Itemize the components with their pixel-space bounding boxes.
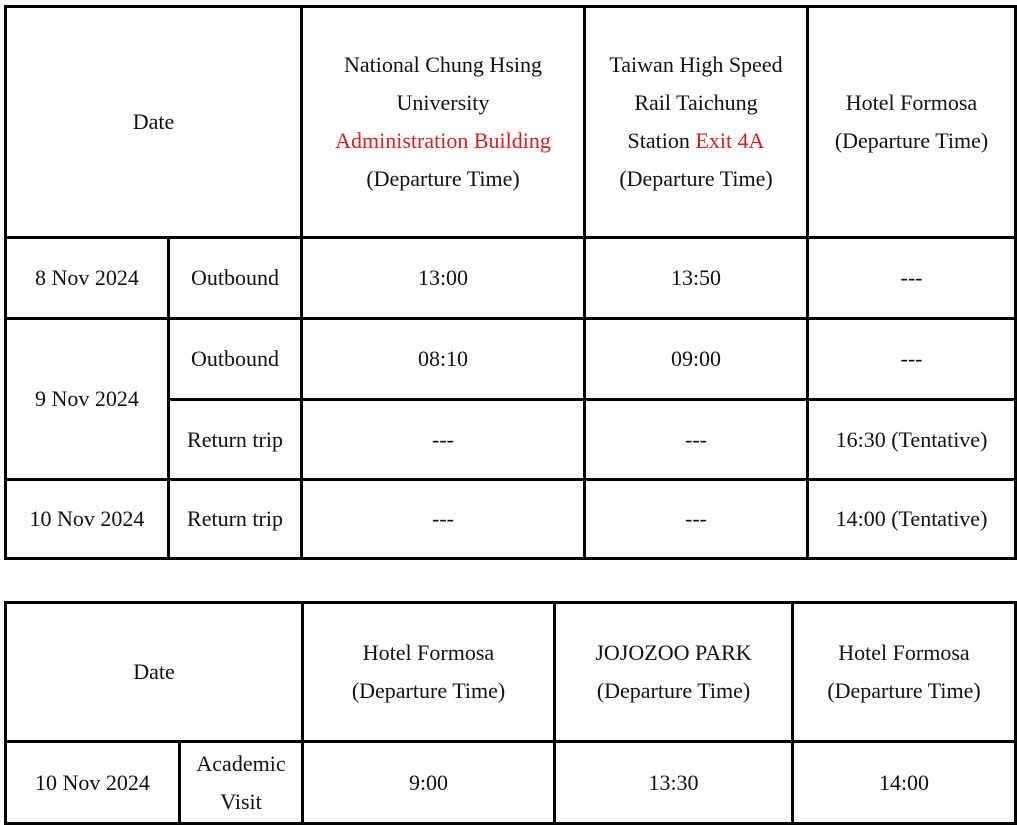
header-text: Hotel Formosa — [845, 90, 978, 115]
date-cell: 10 Nov 2024 — [4, 478, 170, 560]
shuttle-schedule-table: Date National Chung Hsing University Adm… — [4, 5, 1017, 560]
header-jojozoo: JOJOZOO PARK (Departure Time) — [553, 601, 794, 743]
header-text: (Departure Time) — [834, 128, 989, 153]
header-highlight: Administration Building — [335, 128, 551, 153]
time-cell: --- — [300, 398, 586, 481]
header-hotel: Hotel Formosa (Departure Time) — [806, 5, 1017, 239]
header-text: (Departure Time) — [351, 678, 506, 703]
table-row: 8 Nov 2024 Outbound 13:00 13:50 --- — [4, 236, 1017, 320]
header-text: Hotel Formosa — [838, 640, 970, 665]
table-row: 10 Nov 2024 Academic Visit 9:00 13:30 14… — [4, 740, 1017, 825]
time-cell: --- — [583, 398, 809, 481]
table-row: 9 Nov 2024 Outbound 08:10 09:00 --- — [4, 317, 1017, 481]
academic-visit-table: Date Hotel Formosa (Departure Time) JOJO… — [4, 601, 1017, 825]
time-cell: --- — [583, 478, 809, 560]
header-text: Station Exit 4A — [590, 122, 802, 160]
header-text: Rail Taichung — [634, 90, 758, 115]
date-cell: 10 Nov 2024 — [4, 740, 181, 825]
trip-cell: Return trip — [167, 478, 303, 560]
date-header: Date — [4, 5, 303, 239]
time-cell: 16:30 (Tentative) — [806, 398, 1017, 481]
time-cell: --- — [806, 317, 1017, 401]
header-text: (Departure Time) — [827, 678, 981, 703]
header-text: (Departure Time) — [619, 166, 773, 191]
time-cell: 14:00 — [791, 740, 1017, 825]
time-cell: --- — [300, 478, 586, 560]
header-hsr: Taiwan High Speed Rail Taichung Station … — [583, 5, 809, 239]
header-text: Hotel Formosa — [362, 640, 495, 665]
header-nchu: National Chung Hsing University Administ… — [300, 5, 586, 239]
date-cell: 9 Nov 2024 — [4, 317, 170, 481]
table-row: 10 Nov 2024 Return trip --- --- 14:00 (T… — [4, 478, 1017, 560]
header-text: JOJOZOO PARK — [595, 640, 752, 665]
trip-text: Academic — [196, 750, 286, 776]
time-cell: 9:00 — [301, 740, 556, 825]
table-row: Return trip --- --- 16:30 (Tentative) — [6, 398, 1017, 481]
header-text: University — [396, 90, 490, 115]
time-cell: 08:10 — [300, 317, 586, 401]
date-header: Date — [4, 601, 304, 743]
trip-cell: Return trip — [167, 398, 303, 481]
header-highlight: Exit 4A — [695, 128, 765, 153]
header-text: Station — [627, 128, 696, 153]
trip-cell: Outbound — [167, 236, 303, 320]
trip-cell: Academic Visit — [178, 740, 304, 825]
header-row: Date National Chung Hsing University Adm… — [4, 5, 1017, 239]
date-cell: 8 Nov 2024 — [4, 236, 170, 320]
time-cell: 14:00 (Tentative) — [806, 478, 1017, 560]
time-cell: 09:00 — [583, 317, 809, 401]
header-row: Date Hotel Formosa (Departure Time) JOJO… — [4, 601, 1017, 743]
header-text: (Departure Time) — [596, 678, 751, 703]
header-text: Taiwan High Speed — [609, 52, 783, 77]
trip-text: Visit — [220, 788, 262, 814]
header-text: (Departure Time) — [366, 166, 520, 191]
header-text: National Chung Hsing — [344, 52, 542, 77]
trip-cell: Outbound — [167, 317, 303, 401]
time-cell: 13:50 — [583, 236, 809, 320]
time-cell: 13:30 — [553, 740, 794, 825]
time-cell: 13:00 — [300, 236, 586, 320]
header-hotel: Hotel Formosa (Departure Time) — [791, 601, 1017, 743]
time-cell: --- — [806, 236, 1017, 320]
header-hotel: Hotel Formosa (Departure Time) — [301, 601, 556, 743]
